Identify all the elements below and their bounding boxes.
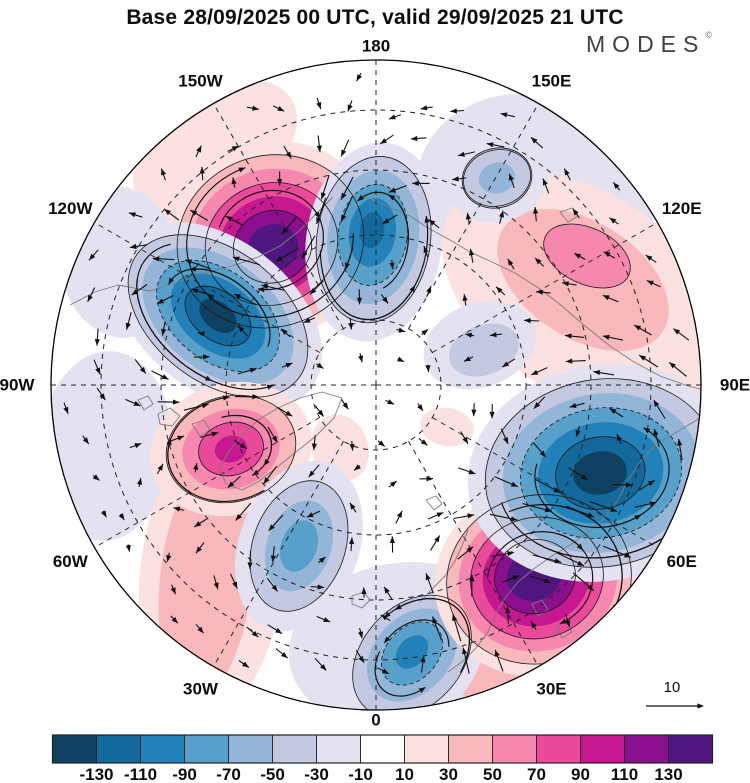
coastlines (69, 193, 701, 673)
colorbar-segment (536, 734, 581, 764)
anomaly-field (113, 133, 701, 710)
coastline-path (447, 414, 701, 673)
colorbar-segment (624, 734, 669, 764)
meridian-label-30E: 30E (536, 680, 566, 699)
wind-scale: 10 (646, 679, 704, 709)
meridian-label-150W: 150W (178, 72, 223, 91)
colorbar-segment (96, 734, 141, 764)
colorbar-tick-label: -50 (260, 765, 285, 783)
page-title: Base 28/09/2025 00 UTC, valid 29/09/2025… (126, 6, 624, 29)
anomaly-patch (51, 351, 173, 541)
contour-lines (127, 147, 701, 710)
colorbar-tick-label: -70 (216, 765, 241, 783)
coastline-path (137, 395, 154, 411)
coastline-path (531, 599, 549, 617)
colorbar-tick-label: 50 (483, 765, 502, 783)
anomaly-contour-fill (478, 162, 516, 194)
colorbar: -130 -110 -90 -70 -50 -30 -10 10 30 50 70 90 110 130 (51, 734, 714, 783)
coastline-path (69, 196, 334, 306)
colorbar-segment (580, 734, 625, 764)
modes-logo-text: MODES (586, 31, 706, 57)
copyright-mark: © (705, 30, 712, 40)
colorbar-segment (316, 734, 361, 764)
anomaly-contour-fill (279, 520, 319, 572)
meridian-line (432, 222, 658, 353)
meridian-line (432, 417, 658, 548)
meridian-label-30W: 30W (183, 680, 219, 699)
coastline-path (157, 407, 181, 427)
colorbar-tick-label: -130 (79, 765, 113, 783)
colorbar-frame (51, 734, 714, 764)
meridian-labels: 180 150E 120E 90E 60E 30E 0 30W 60W 90W 120W 150W (0, 37, 750, 730)
wind-vector-field (63, 73, 690, 675)
colorbar-tick-label: -110 (124, 765, 157, 783)
colorbar-tick-label: 110 (611, 765, 638, 783)
colorbar-tick-label: 30 (439, 765, 458, 783)
meridian-line (213, 103, 344, 329)
coastline-path (359, 193, 701, 393)
meridian-label-150E: 150E (532, 72, 572, 91)
colorbar-segment (52, 734, 97, 764)
colorbar-segment (184, 734, 229, 764)
colorbar-tick-label: 10 (395, 765, 414, 783)
anomaly-patch (449, 323, 519, 377)
meridian-label-90E: 90E (720, 376, 750, 395)
anomaly-patch (543, 224, 631, 288)
colorbar-segment (492, 734, 537, 764)
colorbar-tick-label: 70 (527, 765, 546, 783)
colorbar-segment (404, 734, 449, 764)
meridian-label-60E: 60E (667, 552, 697, 571)
colorbar-tick-label: -90 (172, 765, 197, 783)
meridian-label-60W: 60W (53, 552, 89, 571)
anomaly-patch (158, 460, 254, 700)
colorbar-segment (228, 734, 273, 764)
anomaly-contour-fill (573, 451, 627, 495)
map-boundary-circle (50, 59, 702, 711)
colorbar-tick-label: 90 (571, 765, 590, 783)
colorbar-segment (360, 734, 405, 764)
meridian-label-0: 0 (371, 711, 380, 730)
modes-logo: MODES© (586, 30, 712, 58)
colorbar-segment (448, 734, 493, 764)
meridian-line (94, 417, 320, 548)
coastline-path (419, 529, 469, 603)
map-area (51, 60, 701, 710)
colorbar-tick-label: -10 (348, 765, 373, 783)
meridian-label-90W: 90W (0, 376, 35, 395)
coastline-path (425, 495, 443, 511)
anomaly-contour-fill (395, 635, 429, 669)
meridian-label-120W: 120W (48, 199, 93, 218)
meridian-line (213, 441, 344, 667)
anomaly-patch (420, 407, 474, 447)
colorbar-tick-label: -30 (304, 765, 329, 783)
meridian-label-120E: 120E (662, 199, 702, 218)
wind-scale-label: 10 (664, 679, 681, 696)
colorbar-segment (668, 734, 713, 764)
colorbar-segment (140, 734, 185, 764)
colorbar-tick-label: 130 (654, 765, 682, 783)
meridian-label-180: 180 (362, 37, 390, 56)
colorbar-segment (272, 734, 317, 764)
anomaly-contour-fill (359, 212, 385, 248)
